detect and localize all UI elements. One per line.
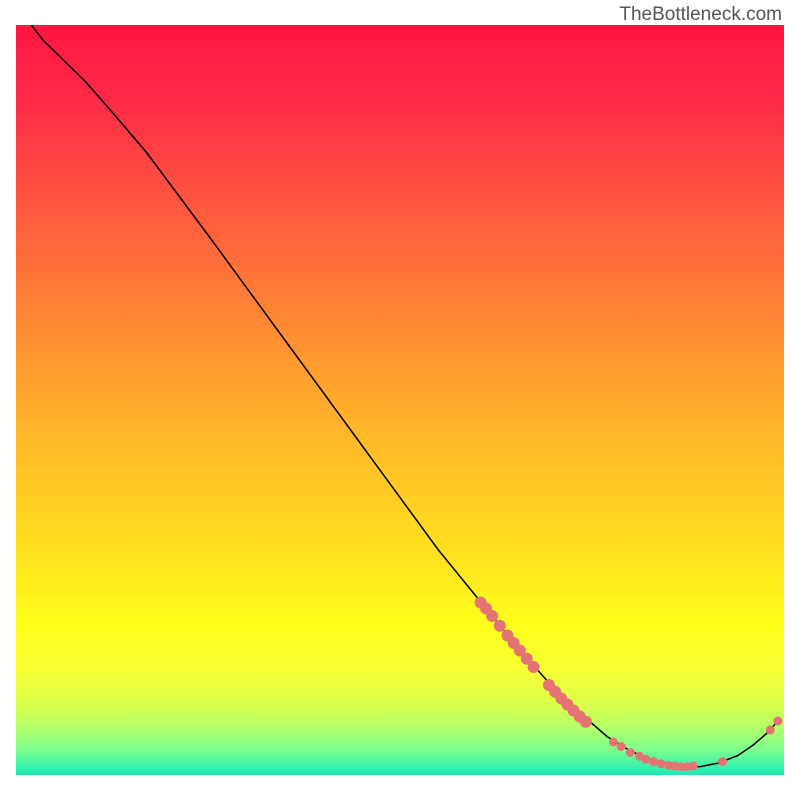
watermark-text: TheBottleneck.com bbox=[619, 4, 782, 26]
scatter-point bbox=[580, 716, 592, 728]
chart-overlay bbox=[16, 25, 784, 775]
scatter-point bbox=[766, 726, 775, 735]
line-series-1 bbox=[31, 25, 778, 767]
scatter-point bbox=[528, 661, 540, 673]
scatter-point bbox=[609, 738, 618, 747]
scatter-point bbox=[657, 759, 666, 768]
scatter-point bbox=[486, 610, 498, 622]
scatter-point bbox=[689, 762, 698, 771]
scatter-point bbox=[773, 717, 782, 726]
chart-container: TheBottleneck.com bbox=[0, 0, 800, 800]
scatter-point bbox=[626, 748, 635, 757]
scatter-point bbox=[718, 757, 727, 766]
scatter-point bbox=[494, 620, 506, 632]
scatter-point bbox=[641, 755, 650, 764]
scatter-point bbox=[617, 742, 626, 751]
plot-area bbox=[16, 25, 784, 775]
scatter-markers bbox=[475, 597, 783, 772]
scatter-point bbox=[649, 757, 658, 766]
